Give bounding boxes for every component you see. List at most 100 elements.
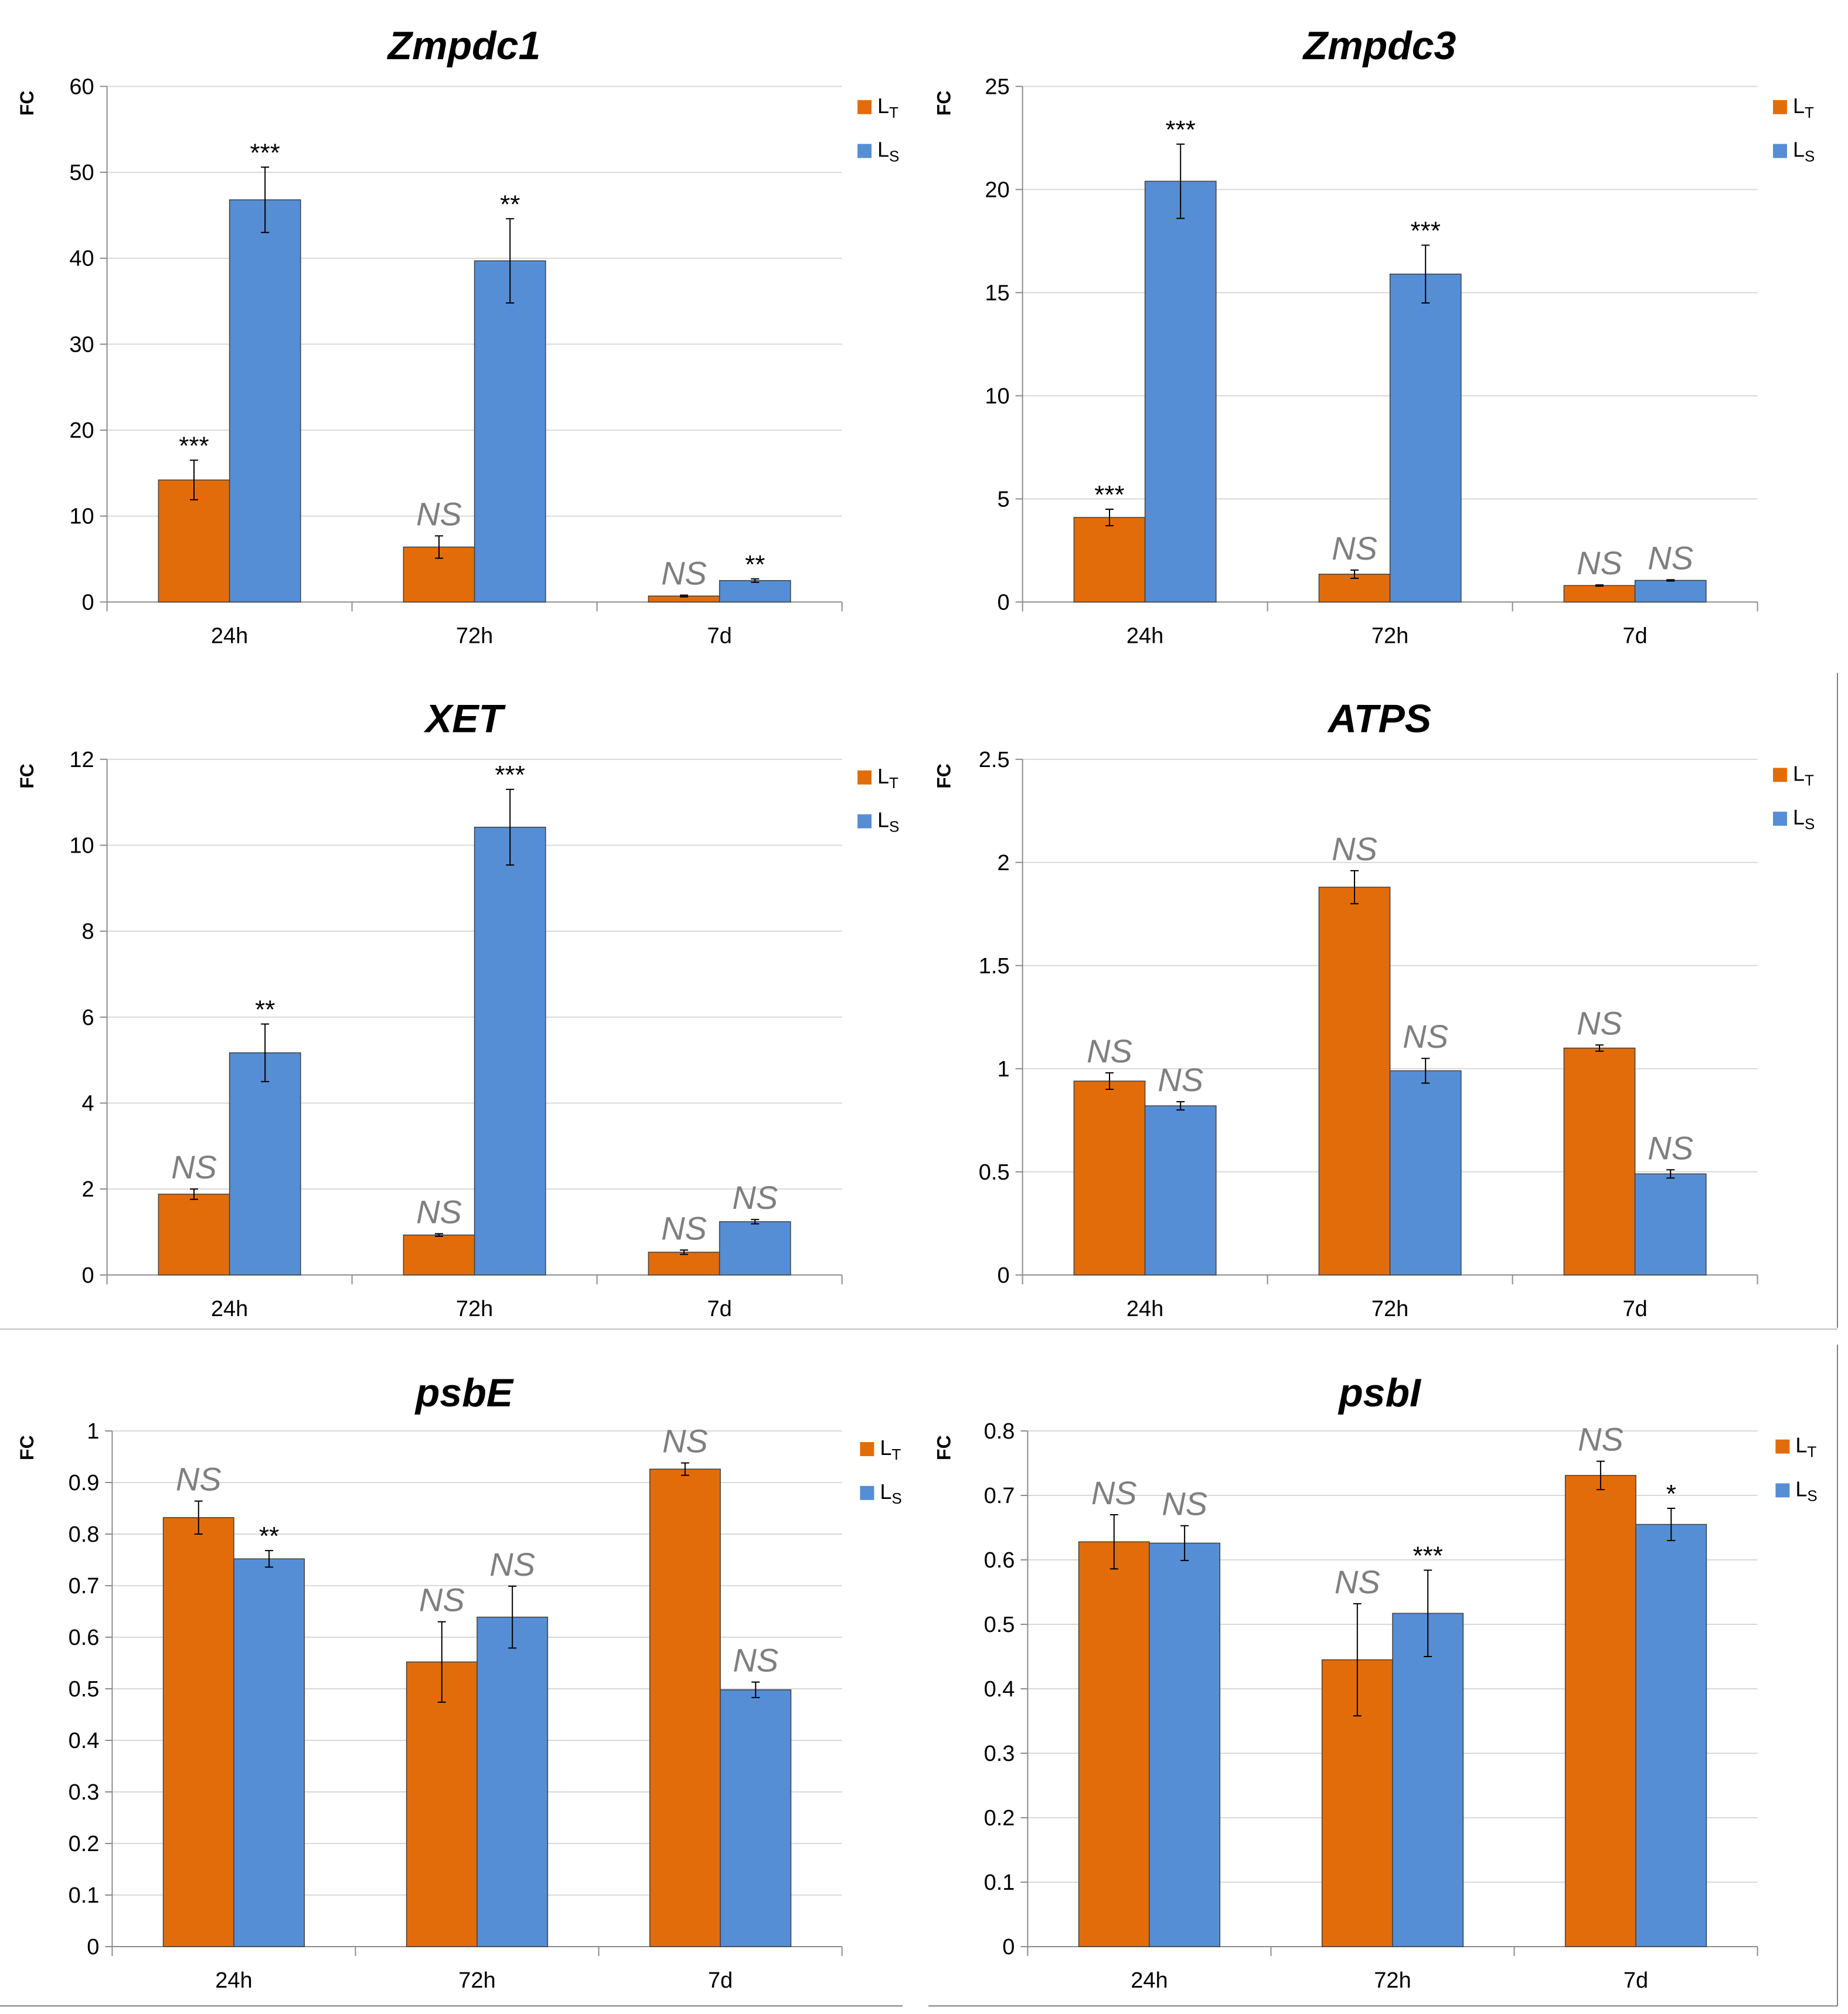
legend-label: LT (877, 764, 899, 792)
significance-label: *** (495, 761, 525, 789)
legend-swatch (857, 770, 872, 785)
bar-lt (162, 1517, 234, 1947)
bar-ls (477, 1616, 549, 1947)
y-tick-label: 0.4 (69, 1729, 100, 1753)
y-tick-label: 20 (985, 178, 1009, 202)
bar-lt (1563, 585, 1636, 603)
bar-ls (474, 826, 546, 1276)
x-tick-label: 72h (456, 1297, 493, 1321)
legend-swatch (857, 144, 872, 158)
y-tick-label: 0.6 (69, 1625, 100, 1650)
y-tick-label: 0.4 (984, 1677, 1015, 1702)
legend-swatch (857, 814, 872, 829)
ns-label: NS (1577, 544, 1622, 581)
y-tick-label: 10 (69, 505, 94, 529)
bar-lt (1564, 1475, 1636, 1947)
x-tick-label: 7d (707, 1297, 731, 1321)
chart-panel-5: psbE FC 0 0.1 0.2 0.3 0.4 0.5 0.6 0.7 0.8 0.9 1 24h NS… (16, 1371, 902, 1993)
legend-label: LT (880, 1436, 901, 1463)
y-tick-label: 0.9 (69, 1471, 100, 1495)
x-tick-label: 24h (1127, 1297, 1163, 1321)
bar-lt (649, 1468, 721, 1947)
y-tick-label: 0.2 (69, 1832, 100, 1856)
ns-label: NS (732, 1179, 778, 1216)
bar-ls (474, 260, 546, 603)
ns-label: NS (1648, 539, 1693, 576)
y-tick-label: 0 (81, 1263, 94, 1288)
ns-label: NS (1332, 530, 1377, 567)
ns-label: NS (1158, 1061, 1203, 1098)
ns-label: NS (419, 1582, 465, 1618)
x-tick-label: 72h (458, 1968, 495, 1993)
y-tick-label: 1 (87, 1419, 99, 1444)
y-tick-label: 0.3 (69, 1780, 100, 1805)
bar-ls (1635, 1524, 1707, 1947)
y-tick-label: 5 (997, 487, 1009, 512)
significance-label: *** (1411, 216, 1441, 245)
significance-label: *** (1166, 115, 1196, 144)
y-tick-label: 10 (69, 833, 94, 858)
x-tick-label: 7d (708, 1968, 733, 1993)
bar-lt (1073, 517, 1146, 603)
y-tick-label: 30 (69, 332, 94, 357)
bar-ls (1149, 1542, 1221, 1947)
significance-label: *** (1094, 481, 1124, 509)
ns-label: NS (733, 1642, 778, 1679)
x-tick-label: 24h (211, 1297, 248, 1321)
legend-label: LS (1795, 1477, 1817, 1504)
chart-panel-4: ATPS FC 0 0.5 1 1.5 2 2.5 24h NS NS 72h NS NS 7d NS NS LT… (933, 697, 1815, 1321)
bar-lt (1318, 887, 1391, 1276)
x-tick-label: 72h (1371, 1297, 1408, 1321)
ns-label: NS (1332, 830, 1377, 867)
chart-panel-1: Zmpdc1 FC 0 10 20 30 40 50 60 24h *** *** 72h NS ** 7d N… (16, 23, 899, 648)
ns-label: NS (1648, 1129, 1693, 1166)
significance-label: *** (250, 138, 280, 167)
significance-label: *** (1413, 1542, 1442, 1570)
bar-ls (1144, 1105, 1217, 1276)
legend-swatch (1773, 100, 1787, 114)
chart-title: ATPS (1327, 697, 1431, 741)
y-tick-label: 15 (985, 281, 1009, 305)
ns-label: NS (1091, 1474, 1137, 1511)
bar-ls (720, 1689, 792, 1947)
y-tick-label: 2.5 (979, 748, 1010, 772)
legend-label: LS (877, 138, 899, 165)
x-tick-label: 72h (1371, 623, 1408, 648)
y-tick-label: 0 (997, 590, 1009, 615)
bar-lt (406, 1661, 478, 1947)
legend-label: LT (1793, 94, 1814, 121)
chart-panel-6: psbI FC 0 0.1 0.2 0.3 0.4 0.5 0.6 0.7 0.8 24h NS NS 72… (933, 1371, 1817, 1993)
chart-panel-3: XET FC 0 2 4 6 8 10 12 24h NS ** 72h NS *** 7d NS NS LT LS (16, 697, 899, 1321)
legend-swatch (1773, 144, 1787, 158)
bar-ls (1389, 273, 1462, 603)
legend-label: LT (1793, 761, 1814, 789)
chart-panel-2: Zmpdc3 FC 0 5 10 15 20 25 24h *** *** 72h NS *** 7d NS N… (933, 23, 1815, 648)
legend-swatch (1773, 812, 1787, 826)
bar-lt (1563, 1047, 1636, 1276)
legend-swatch (1775, 1439, 1790, 1454)
ns-label: NS (416, 1193, 462, 1230)
y-axis-label: FC (16, 764, 38, 789)
ns-label: NS (416, 495, 462, 532)
x-tick-label: 24h (211, 623, 248, 648)
ns-label: NS (661, 555, 707, 592)
y-tick-label: 0 (81, 590, 94, 615)
x-tick-label: 7d (1622, 1297, 1647, 1321)
ns-label: NS (1087, 1032, 1132, 1069)
legend-swatch (860, 1485, 874, 1500)
y-tick-label: 1.5 (979, 954, 1010, 979)
y-axis-label: FC (933, 91, 954, 116)
chart-title: XET (423, 697, 506, 741)
ns-label: NS (1403, 1018, 1448, 1055)
legend-swatch (1773, 768, 1787, 782)
y-tick-label: 2 (997, 851, 1009, 875)
significance-label: ** (255, 996, 275, 1024)
chart-title: psbE (414, 1371, 515, 1415)
y-tick-label: 8 (81, 919, 94, 944)
ns-label: NS (489, 1546, 535, 1583)
y-tick-label: 0.8 (984, 1419, 1015, 1444)
y-tick-label: 0 (1002, 1935, 1015, 1960)
bar-ls (229, 199, 301, 603)
y-axis-label: FC (16, 91, 38, 116)
